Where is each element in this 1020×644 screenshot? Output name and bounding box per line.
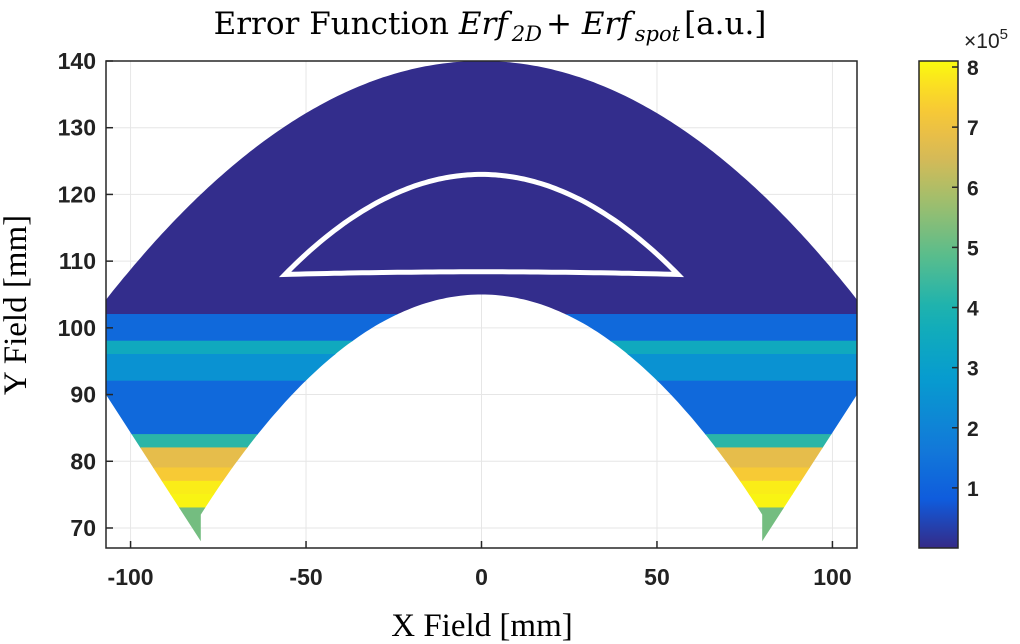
colorbar-tick-label-3: 4 xyxy=(967,298,979,321)
colorbar-tick-label-4: 5 xyxy=(967,237,979,260)
chart-title: Error Function Erf 2D + Erf spot [a.u.] xyxy=(214,6,767,46)
x-tick-label-3: 50 xyxy=(644,564,670,590)
colorbar-tick-label-1: 2 xyxy=(967,418,979,441)
colorbar xyxy=(918,60,959,549)
colorbar-multiplier-base: ×10 xyxy=(964,30,1000,53)
axis-ticks: -100 -50 0 50 100 70 80 90 100 110 120 130 140 xyxy=(58,48,852,590)
y-tick-label-7: 140 xyxy=(58,48,96,74)
x-tick-label-2: 0 xyxy=(475,564,488,590)
colorbar-multiplier: ×105 xyxy=(964,26,1008,53)
x-tick-label-4: 100 xyxy=(813,564,851,590)
colorbar-tick-label-0: 1 xyxy=(967,478,979,501)
heat-band-0 xyxy=(106,61,857,316)
title-term1-subscript: 2D xyxy=(511,22,542,46)
x-tick-label-1: -50 xyxy=(289,564,322,590)
colorbar-tick-label-7: 8 xyxy=(967,57,979,80)
y-tick-label-3: 100 xyxy=(58,315,96,341)
title-plus: + xyxy=(546,6,582,42)
y-tick-label-2: 90 xyxy=(70,382,96,408)
x-tick-label-0: -100 xyxy=(108,564,154,590)
title-term2-subscript: spot xyxy=(635,22,681,46)
colorbar-multiplier-exponent: 5 xyxy=(1000,26,1008,43)
x-axis-label: X Field [mm] xyxy=(391,608,572,644)
y-tick-label-6: 130 xyxy=(58,115,96,141)
white-contour xyxy=(278,171,685,278)
title-prefix: Error Function xyxy=(214,6,459,42)
y-axis-label: Y Field [mm] xyxy=(0,215,34,395)
colorbar-ticks: 1 2 3 4 5 6 7 8 xyxy=(952,57,979,501)
title-suffix: [a.u.] xyxy=(684,6,766,42)
colorbar-tick-label-2: 3 xyxy=(967,358,979,381)
colorbar-tick-label-6: 7 xyxy=(967,117,979,140)
title-term2: Erf xyxy=(581,6,636,42)
y-tick-label-1: 80 xyxy=(70,448,96,474)
colorbar-tick-label-5: 6 xyxy=(967,177,979,200)
y-tick-label-5: 120 xyxy=(58,181,96,207)
title-term1: Erf xyxy=(458,6,513,42)
y-tick-label-4: 110 xyxy=(59,248,96,274)
y-tick-label-0: 70 xyxy=(70,515,96,541)
